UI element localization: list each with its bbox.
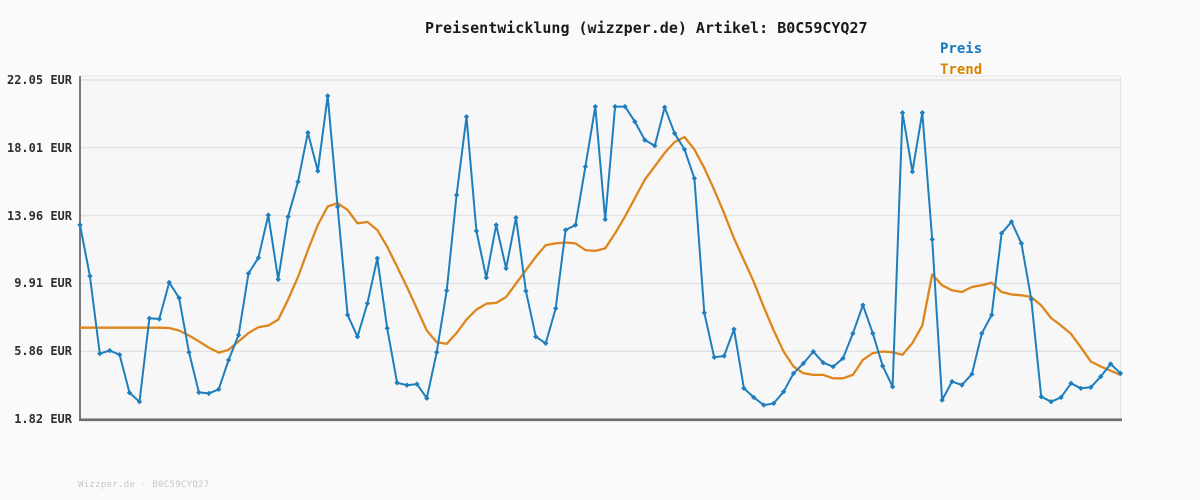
watermark: Wizzper.de - B0C59CYQ27 [78, 480, 210, 490]
legend-item-trend: Trend [940, 62, 983, 78]
y-axis-labels: 22.05 EUR 18.01 EUR 13.96 EUR 9.91 EUR 5.86 … [0, 0, 72, 500]
plot-area [80, 76, 1121, 421]
preis-line [79, 94, 1122, 407]
y-axis-tick-label: 5.86 EUR [14, 344, 72, 359]
y-axis-tick-label: 1.82 EUR [14, 412, 72, 426]
trend-line [78, 135, 1122, 380]
y-axis-tick-label: 18.01 EUR [6, 140, 72, 155]
y-axis-tick-label: 9.91 EUR [14, 276, 72, 291]
y-axis-tick-label: 13.96 EUR [6, 208, 72, 223]
chart-legend: Preis Trend [940, 39, 982, 81]
chart-title: Preisentwicklung (wizzper.de) Artikel: B… [425, 19, 868, 37]
legend-item-preis: Preis [940, 41, 983, 57]
y-axis-tick-label: 22.05 EUR [6, 73, 72, 87]
